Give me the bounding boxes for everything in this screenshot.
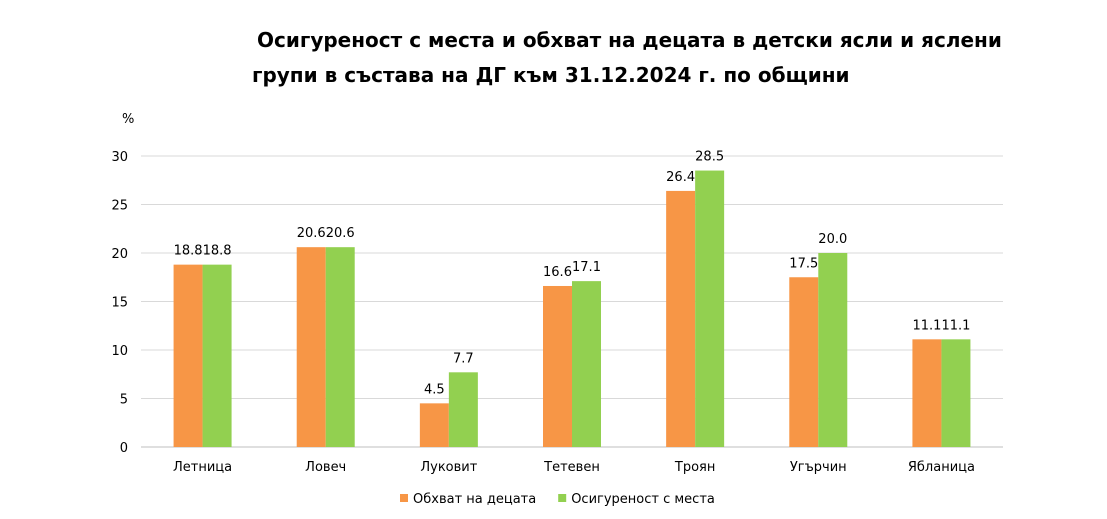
category-label: Тетевен (543, 460, 600, 475)
legend-label-capacity: Осигуреност с места (571, 492, 715, 507)
y-tick-label: 20 (111, 247, 128, 262)
y-axis-label: % (122, 112, 134, 127)
bar-capacity (941, 339, 971, 447)
bar-coverage (789, 277, 819, 447)
bar-coverage (912, 339, 942, 447)
bar-capacity (695, 170, 725, 448)
bar-capacity (448, 372, 478, 447)
data-label: 17.1 (572, 260, 601, 275)
data-label: 18.8 (174, 244, 203, 259)
data-label: 11.1 (912, 318, 941, 333)
y-tick-label: 30 (111, 150, 128, 165)
data-label: 16.6 (543, 265, 572, 280)
data-label: 20.6 (297, 226, 326, 241)
category-label: Ловеч (305, 460, 346, 475)
y-tick-label: 25 (111, 199, 128, 214)
bar-capacity (572, 281, 601, 447)
bar-capacity (202, 264, 232, 447)
y-tick-label: 0 (120, 441, 128, 456)
data-label: 11.1 (941, 318, 970, 333)
bar-coverage (173, 264, 203, 447)
bar-coverage (666, 190, 696, 448)
legend-label-coverage: Обхват на децата (413, 492, 536, 507)
category-label: Луковит (420, 460, 477, 475)
data-label: 20.0 (818, 232, 847, 247)
bar-coverage (296, 247, 326, 447)
data-label: 26.4 (666, 170, 695, 185)
bar-capacity (325, 247, 355, 447)
legend-swatch-capacity (558, 494, 567, 502)
chart-title-line1: Осигуреност с места и обхват на децата в… (257, 28, 1002, 52)
data-label: 20.6 (326, 226, 355, 241)
data-label: 4.5 (424, 382, 445, 397)
category-label: Ябланица (908, 460, 975, 475)
category-label: Летница (173, 460, 232, 475)
y-tick-label: 10 (111, 344, 128, 359)
data-label: 17.5 (789, 256, 818, 271)
data-label: 7.7 (453, 351, 474, 366)
legend-swatch-coverage (400, 494, 408, 502)
y-tick-label: 15 (111, 296, 128, 311)
data-label: 28.5 (695, 150, 724, 165)
category-label: Троян (674, 460, 715, 475)
category-label: Угърчин (790, 460, 847, 475)
y-tick-label: 5 (120, 393, 128, 408)
chart-title-line2: групи в състава на ДГ към 31.12.2024 г. … (252, 63, 850, 87)
bar-coverage (419, 403, 449, 447)
bar-coverage (543, 285, 572, 447)
bar-capacity (818, 253, 848, 447)
data-label: 18.8 (203, 244, 232, 259)
